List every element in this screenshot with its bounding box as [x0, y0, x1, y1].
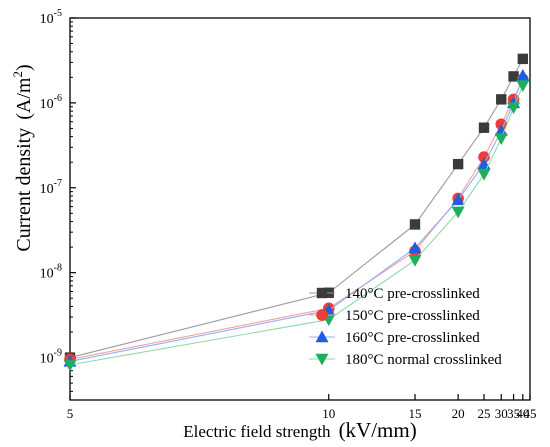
y-tick-label: 10-9 [40, 348, 62, 367]
data-point [516, 69, 530, 81]
legend-marker [315, 353, 329, 366]
data-point [494, 124, 508, 136]
data-point [451, 206, 465, 219]
legend-label: 160°C pre-crosslinked [345, 330, 480, 346]
x-tick-label: 10 [322, 406, 335, 421]
data-point [63, 359, 77, 372]
x-tick-label: 35 [507, 406, 520, 421]
data-point [408, 241, 422, 254]
y-axis-ticks: 10-9 10-8 10-7 10-6 10-5 [40, 8, 76, 392]
y-tick-label: 10-8 [40, 263, 62, 282]
y-tick-label: 10-5 [40, 8, 62, 27]
plot-frame [69, 17, 531, 401]
x-tick-label: 25 [478, 406, 491, 421]
legend-item: 180°C normal crosslinked [309, 352, 502, 368]
y-axis-title-unit: (A/m [13, 77, 35, 120]
series-layer [63, 53, 530, 372]
data-point [478, 151, 490, 163]
legend: 140°C pre-crosslinked 150°C pre-crosslink… [309, 286, 502, 368]
data-point [477, 168, 491, 181]
plot-area [69, 17, 531, 401]
data-point [507, 102, 521, 115]
series-4 [63, 80, 530, 372]
series-line [69, 85, 524, 366]
data-point [409, 219, 421, 230]
legend-item: 140°C pre-crosslinked [309, 286, 480, 302]
x-axis-title-main: Electric field strength [183, 422, 331, 441]
x-axis-title: Electric field strength (kV/mm) [183, 418, 416, 442]
data-point [517, 53, 529, 65]
legend-marker [315, 330, 329, 343]
legend-label: 150°C pre-crosslinked [345, 308, 480, 324]
y-tick-label: 10-7 [40, 178, 62, 197]
legend-label: 180°C normal crosslinked [345, 352, 502, 368]
y-axis-title-unit-close: ) [13, 64, 35, 71]
x-tick-label: 45 [524, 406, 537, 421]
data-point [494, 133, 508, 146]
data-point [478, 122, 490, 133]
x-tick-label: 15 [409, 406, 422, 421]
data-point [496, 94, 507, 105]
legend-item: 160°C pre-crosslinked [309, 330, 480, 346]
x-tick-label: 20 [452, 406, 465, 421]
y-axis-title: Current density (A/m2) [10, 64, 35, 251]
data-point [452, 158, 464, 170]
y-axis-title-main: Current density [13, 128, 35, 252]
legend-marker [316, 287, 328, 299]
x-axis-title-unit: (kV/mm) [339, 418, 417, 442]
legend-marker [316, 309, 328, 321]
x-tick-label: 40 [516, 406, 529, 421]
x-tick-label: 30 [495, 406, 508, 421]
legend-label: 140°C pre-crosslinked [345, 286, 480, 302]
y-axis-title-unit-sup: 2 [10, 71, 25, 78]
y-tick-label: 10-6 [40, 93, 62, 112]
data-point [451, 193, 465, 206]
data-point [516, 80, 530, 93]
legend-item: 150°C pre-crosslinked [309, 308, 480, 324]
x-tick-label: 5 [67, 406, 74, 421]
data-point [508, 71, 519, 82]
data-point [408, 255, 422, 267]
